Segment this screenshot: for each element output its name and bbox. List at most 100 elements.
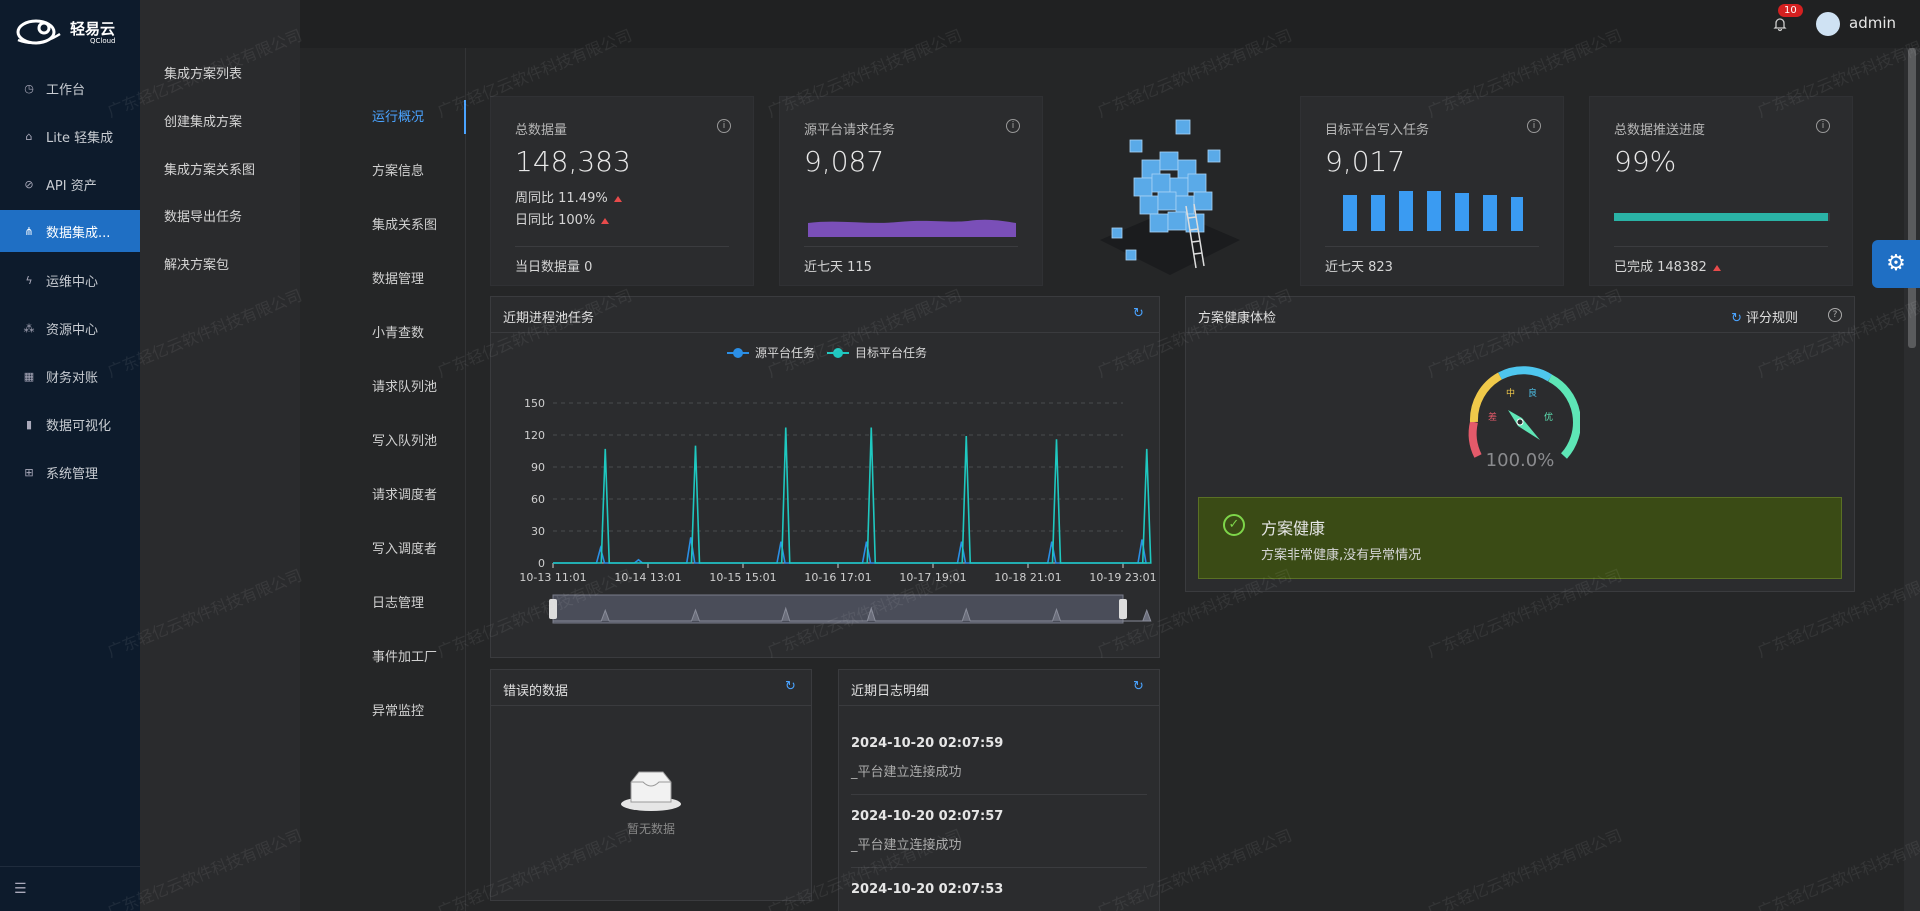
panel-header: 近期日志明细 ↻ [839, 670, 1159, 706]
x-tick-label: 10-17 19:01 [899, 571, 966, 584]
week-compare: 周同比 11.49% [515, 187, 622, 206]
logo-icon [16, 19, 61, 45]
panel-title: 错误的数据 [503, 684, 569, 699]
nav-item-finance[interactable]: ▦ 财务对账 [0, 355, 140, 397]
scoring-rules-label: 评分规则 [1745, 311, 1798, 326]
card-title: 总数据推送进度 [1614, 123, 1706, 138]
tab-plan-info[interactable]: 方案信息 [372, 164, 425, 179]
refresh-icon[interactable]: ↻ [785, 679, 796, 694]
info-icon[interactable]: i [1816, 119, 1830, 133]
divider [0, 866, 140, 867]
x-tick-label: 10-19 23:01 [1089, 571, 1156, 584]
tab-data-query[interactable]: 小青查数 [372, 326, 425, 341]
submenu-item-create-plan[interactable]: 创建集成方案 [164, 115, 243, 130]
series-line [553, 427, 1152, 564]
help-icon[interactable]: ? [1828, 308, 1842, 322]
zoom-slider-preview [553, 606, 1152, 622]
clock-icon: ◷ [24, 81, 34, 95]
up-arrow-icon [601, 217, 610, 224]
y-tick-label: 30 [531, 525, 545, 538]
error-data-panel: 错误的数据 ↻ 暂无数据 [490, 669, 812, 901]
submenu-item-export-tasks[interactable]: 数据导出任务 [164, 210, 243, 225]
card-title: 目标平台写入任务 [1325, 123, 1430, 138]
submenu-item-plan-list[interactable]: 集成方案列表 [164, 67, 243, 82]
collapse-menu-icon[interactable]: ☰ [14, 881, 27, 897]
tab-exception-monitor[interactable]: 异常监控 [372, 704, 425, 719]
week-compare-text: 周同比 11.49% [515, 191, 608, 206]
divider [1614, 246, 1828, 247]
nav-label: 工作台 [46, 82, 86, 98]
gauge-value: 100.0% [1486, 450, 1555, 471]
divider [804, 246, 1018, 247]
legend-label: 目标平台任务 [855, 345, 927, 360]
nav-item-system[interactable]: ⊞ 系统管理 [0, 451, 140, 493]
refresh-icon[interactable]: ↻ [1133, 306, 1144, 321]
nav-item-ops[interactable]: ϟ 运维中心 [0, 259, 140, 301]
y-tick-label: 0 [538, 557, 545, 570]
gauge-label-fair: 中 [1506, 387, 1515, 399]
tab-relation-graph[interactable]: 集成关系图 [372, 218, 438, 233]
info-icon[interactable]: i [1006, 119, 1020, 133]
notification-badge: 10 [1778, 4, 1803, 17]
nav-item-workbench[interactable]: ◷ 工作台 [0, 67, 140, 109]
nav-item-visualization[interactable]: ▮ 数据可视化 [0, 403, 140, 445]
nav-item-resources[interactable]: ⁂ 资源中心 [0, 307, 140, 349]
tabs-divider [465, 48, 466, 911]
source-request-card: 源平台请求任务 i 9,087 近七天 115 [779, 96, 1043, 286]
nav-item-api[interactable]: ⊘ API 资产 [0, 163, 140, 205]
day-compare-text: 日同比 100% [515, 213, 596, 228]
card-footer: 近七天 823 [1325, 260, 1393, 275]
card-footer: 已完成 148382 [1614, 256, 1721, 275]
nav-item-data-integration[interactable]: ⋔ 数据集成... [0, 210, 140, 252]
gauge-label-poor: 差 [1488, 411, 1497, 423]
legend-label: 源平台任务 [755, 345, 815, 360]
scrollbar-thumb[interactable] [1908, 48, 1916, 348]
card-value: 99% [1614, 145, 1677, 178]
up-arrow-icon [613, 195, 622, 202]
zoom-slider-track [552, 594, 1124, 624]
settings-gear-icon[interactable]: ⚙ [1872, 240, 1920, 288]
tab-request-queue[interactable]: 请求队列池 [372, 380, 438, 395]
nav-label: Lite 轻集成 [46, 130, 114, 146]
tab-data-management[interactable]: 数据管理 [372, 272, 425, 287]
bell-icon[interactable] [1772, 16, 1788, 32]
avatar[interactable] [1816, 12, 1840, 36]
panel-header: 错误的数据 ↻ [491, 670, 811, 706]
nav-label: API 资产 [46, 178, 97, 194]
logo-subtext: QCloud [90, 37, 116, 45]
tab-log-management[interactable]: 日志管理 [372, 596, 425, 611]
tab-request-scheduler[interactable]: 请求调度者 [372, 488, 438, 503]
y-tick-label: 60 [531, 493, 545, 506]
submenu-item-solution-pack[interactable]: 解决方案包 [164, 258, 230, 273]
lite-icon: ⌂ [25, 129, 33, 143]
username[interactable]: admin [1849, 14, 1896, 32]
panel-title: 近期进程池任务 [503, 311, 595, 326]
logo: 轻易云 QCloud [14, 14, 124, 50]
scrollbar[interactable] [1904, 48, 1920, 911]
calculator-icon: ▦ [23, 369, 35, 383]
card-value: 9,087 [804, 145, 885, 178]
zoom-handle-left [549, 599, 557, 619]
empty-box-icon [621, 771, 681, 811]
refresh-icon: ↻ [1731, 311, 1742, 326]
info-icon[interactable]: i [1527, 119, 1541, 133]
up-arrow-icon [1712, 264, 1721, 271]
source-area-sparkline [808, 219, 1016, 237]
process-pool-panel: 近期进程池任务 ↻ 源平台任务 目标平台任务 0 30 60 90 120 150 10-13 … [490, 296, 1160, 658]
nav-label: 数据集成... [46, 225, 111, 241]
log-message: _平台建立连接成功 [851, 838, 962, 853]
tab-overview[interactable]: 运行概况 [372, 110, 425, 125]
divider [851, 867, 1147, 868]
zoom-handle-right [1119, 599, 1127, 619]
tab-write-queue[interactable]: 写入队列池 [372, 434, 438, 449]
refresh-icon[interactable]: ↻ [1133, 679, 1144, 694]
total-data-card: 总数据量 i 148,383 周同比 11.49% 日同比 100% 当日数据量… [490, 96, 754, 286]
tab-write-scheduler[interactable]: 写入调度者 [372, 542, 438, 557]
nav-item-lite[interactable]: ⌂ Lite 轻集成 [0, 115, 140, 157]
info-icon[interactable]: i [717, 119, 731, 133]
grid-icon: ⊞ [24, 465, 34, 479]
health-status-box: ✓ 方案健康 方案非常健康,没有异常情况 [1198, 497, 1842, 579]
scoring-rules-link[interactable]: ↻ 评分规则 [1731, 307, 1798, 326]
submenu-item-relation-graph[interactable]: 集成方案关系图 [164, 163, 256, 178]
tab-event-factory[interactable]: 事件加工厂 [372, 650, 438, 665]
